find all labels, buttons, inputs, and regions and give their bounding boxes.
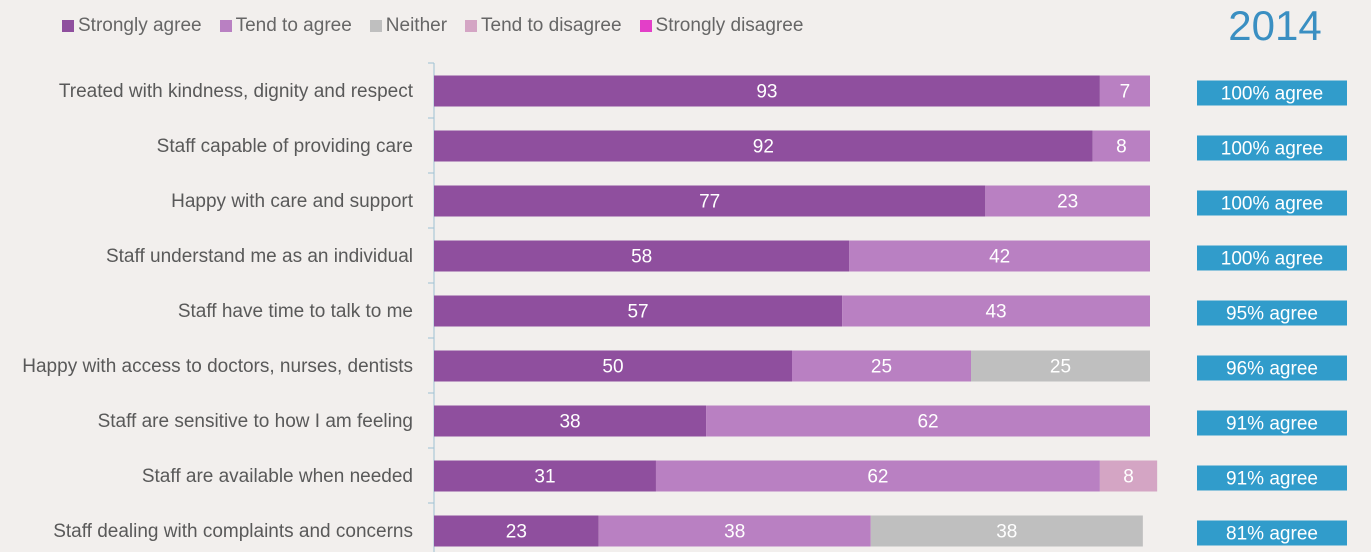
bar-segment xyxy=(434,350,792,382)
bar-segment xyxy=(1099,460,1158,492)
agree-badge xyxy=(1197,410,1347,436)
agree-badge-label: 81% agree xyxy=(1226,524,1318,545)
bar-segment xyxy=(849,240,1150,272)
bar-segment xyxy=(598,515,871,547)
bar-segment xyxy=(706,405,1150,437)
agree-badge xyxy=(1197,355,1347,381)
bar-segment xyxy=(434,295,843,327)
category-label: Staff are available when needed xyxy=(142,466,413,487)
data-label: 38 xyxy=(559,412,580,433)
data-label: 8 xyxy=(1116,137,1127,158)
bar-segment xyxy=(434,240,850,272)
legend-swatch xyxy=(639,20,652,32)
legend-item: Strongly agree xyxy=(62,15,202,37)
bar-segment xyxy=(792,350,971,382)
agree-badge-label: 91% agree xyxy=(1226,469,1318,490)
data-label: 62 xyxy=(917,412,938,433)
legend-swatch xyxy=(62,20,74,32)
bar-segment xyxy=(655,460,1100,492)
year-label: 2014 xyxy=(1228,2,1322,49)
bar-segment xyxy=(870,515,1143,547)
agree-badge xyxy=(1197,245,1347,271)
agree-badge-label: 100% agree xyxy=(1221,249,1323,270)
category-label: Staff capable of providing care xyxy=(157,136,413,157)
category-label: Happy with care and support xyxy=(171,191,414,212)
data-label: 23 xyxy=(506,522,527,543)
category-label: Staff are sensitive to how I am feeling xyxy=(98,411,413,432)
agree-badge-label: 100% agree xyxy=(1221,139,1323,160)
bar-segment xyxy=(434,460,656,492)
data-label: 50 xyxy=(602,357,623,378)
legend-item: Neither xyxy=(369,15,448,37)
data-label: 31 xyxy=(534,467,555,488)
agree-badge-label: 100% agree xyxy=(1221,194,1323,215)
data-label: 42 xyxy=(989,247,1010,268)
agree-badge-label: 95% agree xyxy=(1226,304,1318,325)
legend-swatch xyxy=(219,20,232,32)
agree-badge-label: 96% agree xyxy=(1226,359,1318,380)
data-label: 7 xyxy=(1120,82,1131,103)
bar-segment xyxy=(434,75,1100,107)
bar-segment xyxy=(434,130,1093,162)
bar-segment xyxy=(434,515,599,547)
bar-segment xyxy=(842,295,1150,327)
category-label: Treated with kindness, dignity and respe… xyxy=(59,81,414,102)
category-label: Staff dealing with complaints and concer… xyxy=(53,521,413,542)
category-label: Happy with access to doctors, nurses, de… xyxy=(22,356,413,377)
data-label: 23 xyxy=(1057,192,1078,213)
agree-badge xyxy=(1197,190,1347,216)
bar-segment xyxy=(971,350,1150,382)
legend-label: Tend to agree xyxy=(235,15,352,36)
legend-swatch xyxy=(465,20,478,32)
bar-segment xyxy=(1092,130,1150,162)
data-label: 57 xyxy=(627,302,648,323)
legend-item: Strongly disagree xyxy=(639,15,804,37)
data-label: 77 xyxy=(699,192,720,213)
agree-badge xyxy=(1197,520,1347,546)
agree-badge xyxy=(1197,135,1347,161)
category-label: Staff have time to talk to me xyxy=(178,301,413,322)
legend-label: Strongly disagree xyxy=(655,15,804,36)
legend-label: Neither xyxy=(385,15,448,36)
legend-label: Strongly agree xyxy=(78,15,202,36)
bar-segment xyxy=(434,405,707,437)
bar-segment xyxy=(985,185,1150,217)
data-label: 25 xyxy=(871,357,892,378)
data-label: 43 xyxy=(985,302,1006,323)
agree-badge-label: 100% agree xyxy=(1221,84,1323,105)
data-label: 8 xyxy=(1123,467,1134,488)
data-label: 58 xyxy=(631,247,652,268)
agree-badge xyxy=(1197,80,1347,106)
agree-badge xyxy=(1197,300,1347,326)
bar-segment xyxy=(1099,75,1150,107)
category-label: Staff understand me as an individual xyxy=(106,246,413,267)
data-label: 62 xyxy=(867,467,888,488)
legend-label: Tend to disagree xyxy=(481,15,622,36)
data-label: 38 xyxy=(996,522,1017,543)
legend-swatch xyxy=(369,20,382,32)
bar-segment xyxy=(434,185,986,217)
legend-item: Tend to agree xyxy=(219,15,352,37)
agree-badge-label: 91% agree xyxy=(1226,414,1318,435)
data-label: 38 xyxy=(724,522,745,543)
legend: Strongly agree Tend to agree Neither Tend t… xyxy=(62,12,821,40)
data-label: 25 xyxy=(1050,357,1071,378)
data-label: 93 xyxy=(756,82,777,103)
legend-item: Tend to disagree xyxy=(465,15,622,37)
data-label: 92 xyxy=(753,137,774,158)
agree-badge xyxy=(1197,465,1347,491)
